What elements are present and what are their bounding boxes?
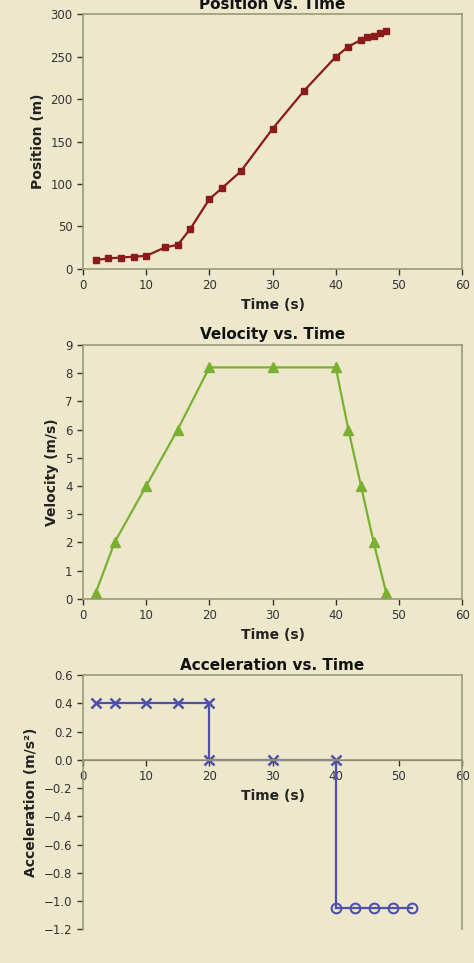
X-axis label: Time (s): Time (s) xyxy=(240,789,305,803)
Title: Position vs. Time: Position vs. Time xyxy=(200,0,346,12)
X-axis label: Time (s): Time (s) xyxy=(240,298,305,312)
Title: Velocity vs. Time: Velocity vs. Time xyxy=(200,327,345,342)
Y-axis label: Velocity (m/s): Velocity (m/s) xyxy=(46,418,59,526)
Y-axis label: Position (m): Position (m) xyxy=(31,93,45,190)
Y-axis label: Acceleration (m/s²): Acceleration (m/s²) xyxy=(24,727,38,877)
X-axis label: Time (s): Time (s) xyxy=(240,628,305,642)
Title: Acceleration vs. Time: Acceleration vs. Time xyxy=(181,658,365,672)
